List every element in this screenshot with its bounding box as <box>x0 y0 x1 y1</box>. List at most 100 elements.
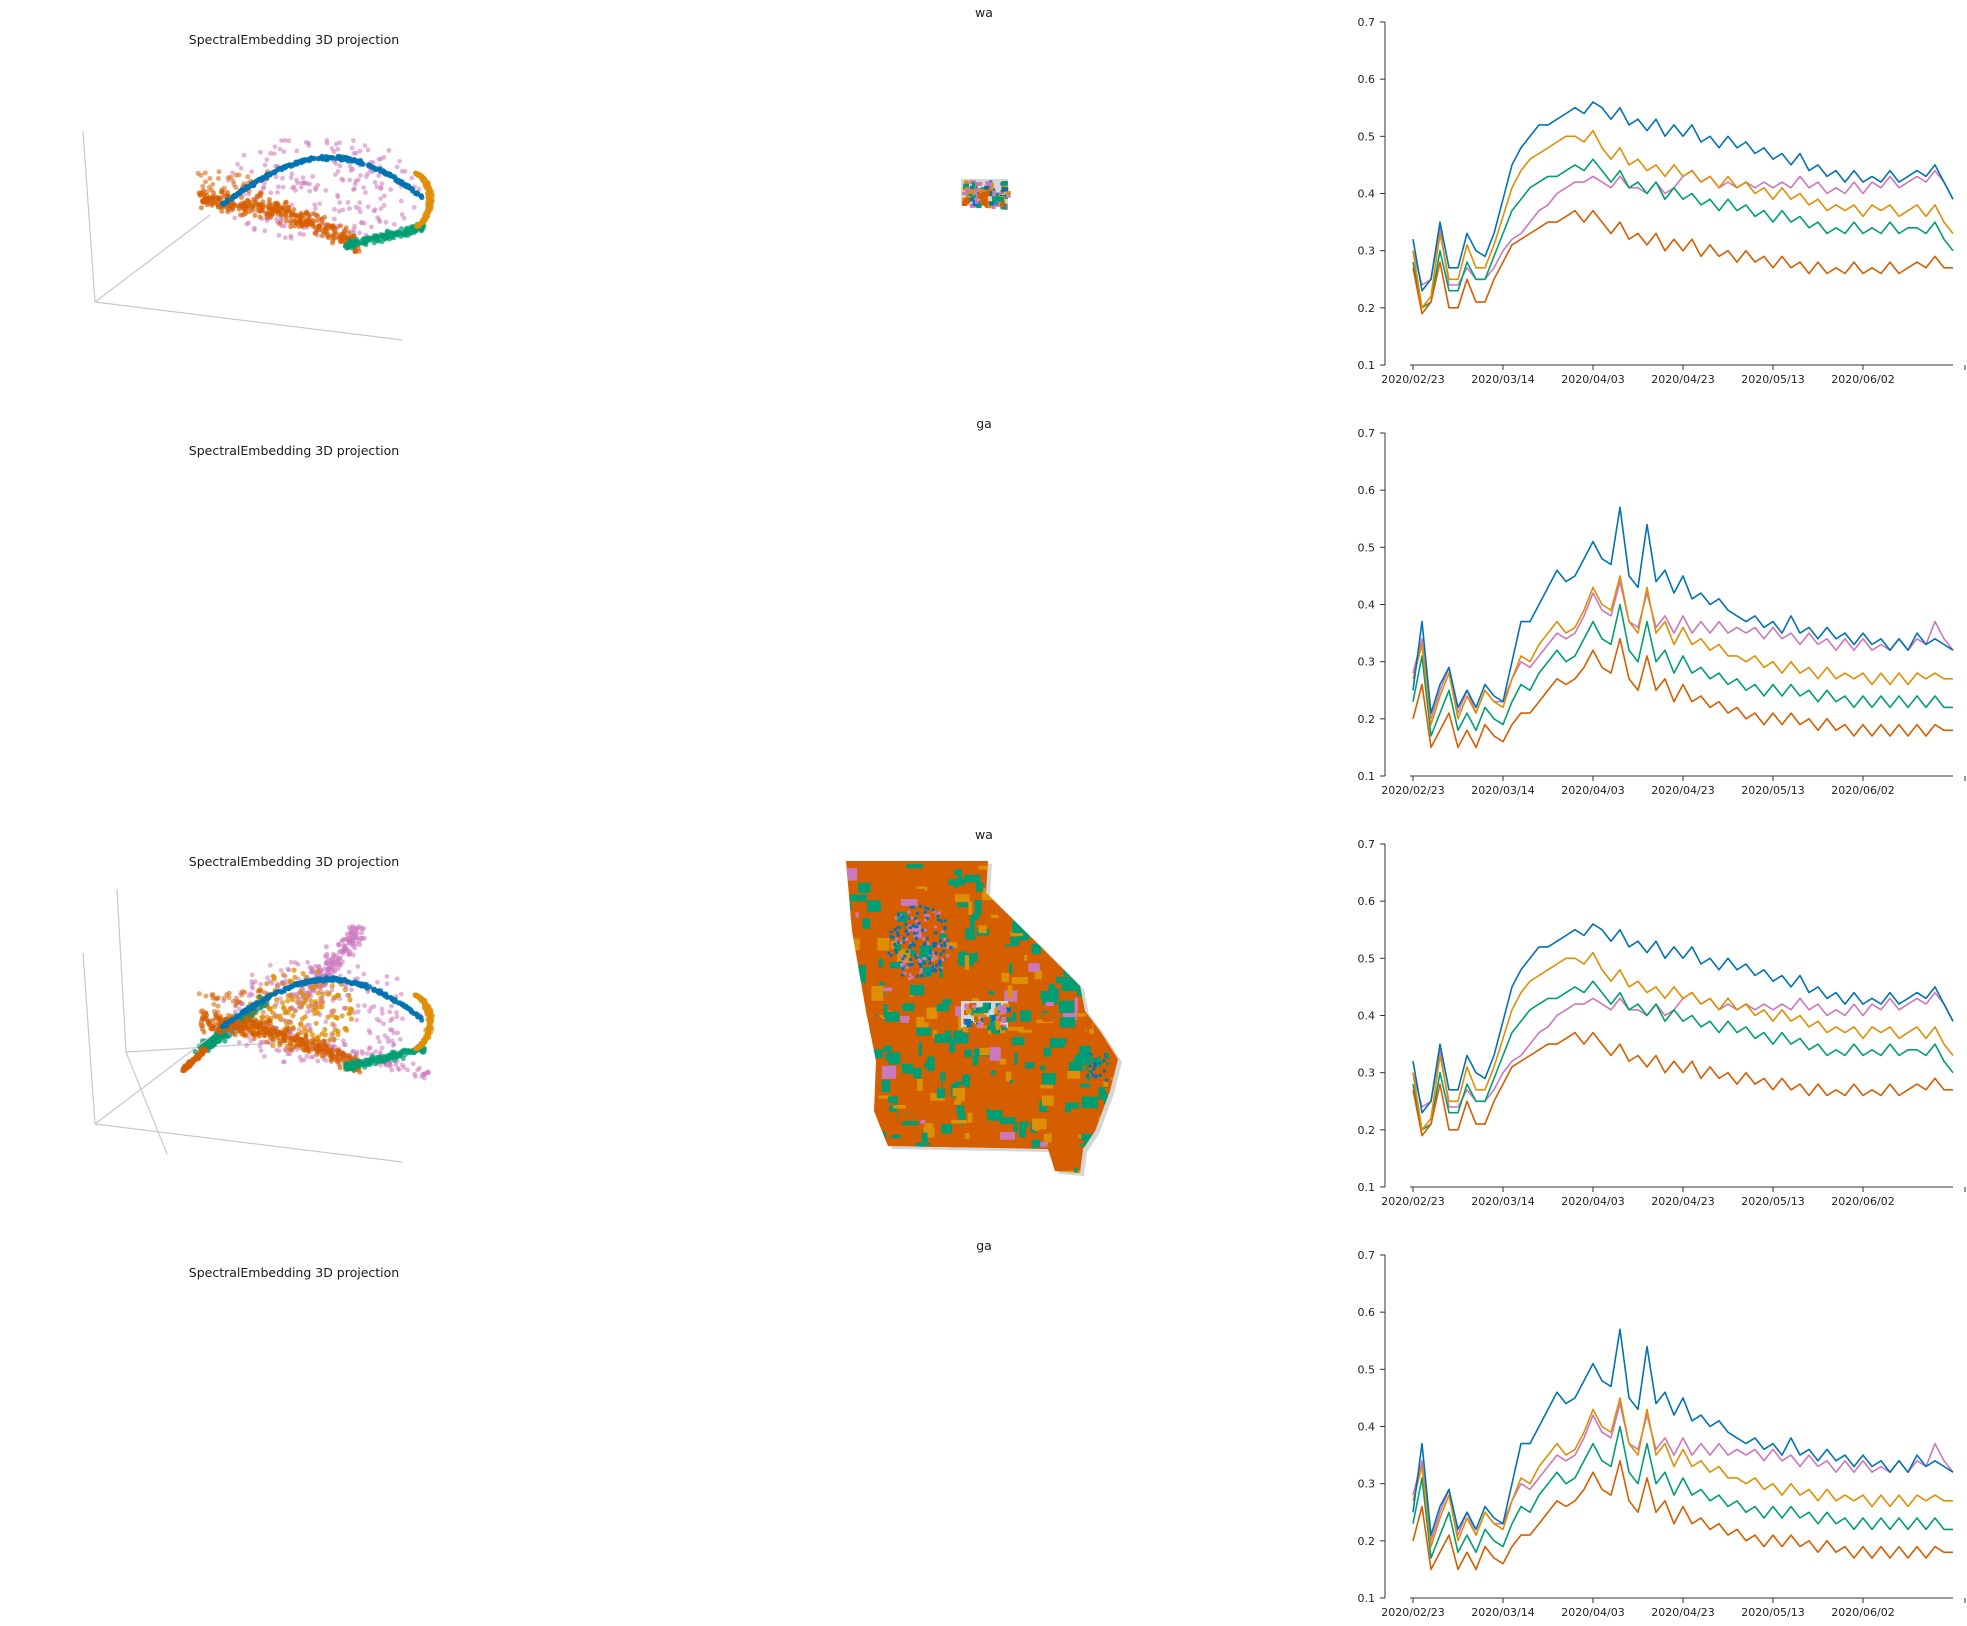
map-tract <box>955 1006 966 1017</box>
map-tract <box>1119 1074 1128 1080</box>
scatter-point <box>362 143 368 149</box>
scatter-point <box>386 148 392 153</box>
map-tract <box>1089 1053 1093 1057</box>
scatter-point <box>355 1003 361 1008</box>
map-tract <box>969 186 975 191</box>
map-tract <box>901 941 905 944</box>
map-tract <box>989 191 994 197</box>
map-tract <box>1059 1017 1076 1028</box>
map-tract <box>914 1044 918 1059</box>
map-tract <box>1091 1056 1101 1064</box>
scatter-point <box>315 213 320 219</box>
scatter-point <box>361 971 367 977</box>
map-tract <box>974 1168 988 1173</box>
scatter-point <box>320 156 326 162</box>
map-tract <box>909 943 913 947</box>
map-tract <box>943 941 947 945</box>
map-tract <box>1011 946 1024 960</box>
map-tract <box>953 1030 968 1044</box>
map-tract <box>935 956 939 960</box>
scatter-point <box>346 951 352 957</box>
scatter-point <box>320 991 326 997</box>
map-tract <box>994 1008 1000 1015</box>
scatter-point <box>363 190 368 196</box>
scatter-point <box>238 195 244 200</box>
map-tract <box>991 868 1009 877</box>
scatter-point <box>323 959 329 965</box>
map-tract <box>1007 1026 1024 1031</box>
map-tract <box>901 973 905 977</box>
scatter-point <box>400 1016 405 1022</box>
map-tract <box>987 1025 992 1036</box>
map-tract <box>1117 1139 1118 1150</box>
map-tract <box>965 188 971 194</box>
map-tract <box>1013 1122 1018 1133</box>
map-tract <box>954 1100 961 1105</box>
scatter-point <box>397 159 402 164</box>
scatter-point <box>235 161 240 167</box>
map-tract <box>874 1115 883 1131</box>
map-tract <box>884 975 897 990</box>
map-tract <box>1097 1064 1101 1068</box>
map-tract <box>943 927 947 930</box>
map-tract <box>915 919 919 923</box>
scatter-point <box>316 1044 322 1050</box>
scatter-point <box>260 185 266 191</box>
scatter-point <box>273 174 279 180</box>
scatter-point <box>385 230 391 236</box>
series-line-cluster-2 <box>1412 951 1954 1131</box>
map-tract <box>1088 1064 1092 1068</box>
scatter-point <box>423 1008 430 1015</box>
map-tract <box>853 993 862 1004</box>
map-tract <box>926 1007 938 1019</box>
map-tract <box>1090 1161 1099 1173</box>
scatter-point <box>339 237 345 243</box>
scatter-point <box>249 992 255 998</box>
scatter-point <box>292 1038 298 1044</box>
map-tract <box>897 913 901 917</box>
map-tract <box>964 1019 972 1025</box>
scatter-point <box>231 202 236 208</box>
map-tract <box>916 1027 931 1036</box>
scatter-point <box>274 1047 279 1053</box>
scatter-point <box>381 1021 386 1027</box>
scatter-point <box>302 157 308 163</box>
map-tract <box>888 1052 901 1065</box>
scatter-point <box>392 1058 397 1064</box>
scatter-point <box>237 1012 243 1018</box>
map-tract <box>1078 1134 1082 1139</box>
map-tract <box>878 959 884 970</box>
scatter-point <box>283 973 288 979</box>
map-tract <box>1117 1000 1118 1016</box>
map-tract <box>1092 1067 1096 1071</box>
scatter-point <box>313 206 318 212</box>
map-tract <box>849 1089 853 1102</box>
map-tract <box>878 1095 891 1099</box>
scatter-point <box>233 185 239 190</box>
map-tract <box>872 1017 883 1029</box>
map-tract <box>999 1014 1003 1019</box>
series-line-cluster-1 <box>1412 101 1954 292</box>
y-tick-label: 0.7 <box>1358 838 1376 851</box>
map-tract <box>946 954 950 958</box>
map-tract <box>1089 905 1100 920</box>
scatter-point <box>319 1004 325 1010</box>
map-tract <box>916 911 919 915</box>
map-tract <box>893 1105 906 1109</box>
scatter-point <box>252 213 258 218</box>
map-tract <box>1099 955 1107 965</box>
map-tract <box>1079 960 1091 970</box>
scatter-point <box>394 1010 399 1016</box>
scatter-point <box>210 181 216 187</box>
map-tract <box>1064 1045 1080 1054</box>
map-tract <box>995 1025 1000 1030</box>
scatter-point <box>249 1022 255 1028</box>
map-tract <box>980 1018 984 1024</box>
scatter-point <box>378 186 384 191</box>
scatter-point <box>375 1035 381 1040</box>
scatter-point <box>390 1016 395 1022</box>
scatter-point <box>394 164 400 170</box>
scatter-point <box>274 1030 280 1036</box>
map-tract <box>1075 1079 1089 1088</box>
scatter-point <box>332 206 337 212</box>
